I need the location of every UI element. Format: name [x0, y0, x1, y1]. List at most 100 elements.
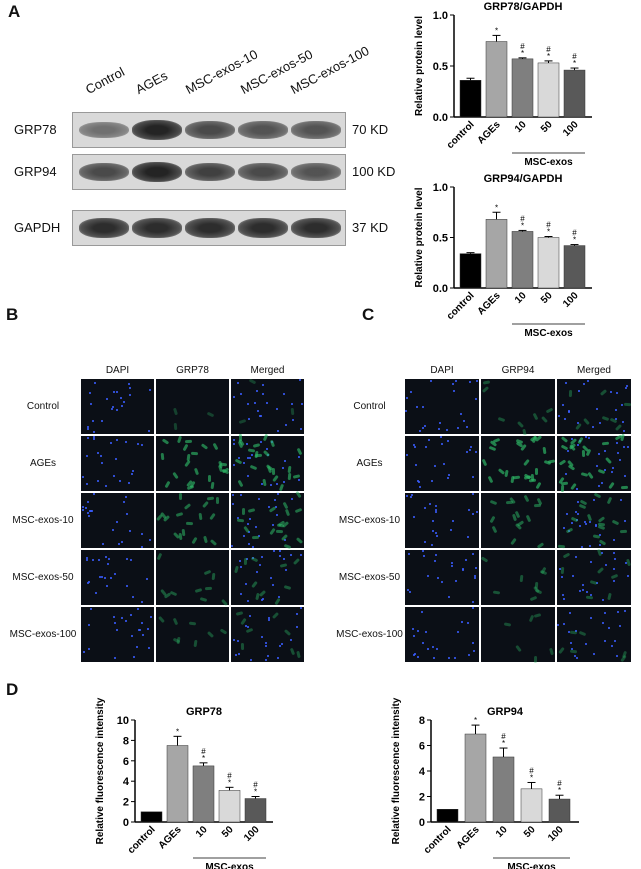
- blot-strip: [72, 154, 346, 190]
- y-tick-label: 0.5: [433, 61, 448, 73]
- bar: [485, 219, 508, 289]
- bar: [166, 745, 189, 823]
- x-tick-label: 100: [546, 824, 566, 844]
- significance-marker: *: [202, 754, 205, 763]
- micrograph: [80, 435, 155, 492]
- row-label: MSC-exos-50: [338, 571, 401, 583]
- micrograph: [155, 492, 230, 549]
- bar: [520, 788, 543, 823]
- significance-marker: #: [201, 747, 206, 756]
- protein-band: [79, 218, 129, 238]
- y-tick-label: 0.0: [433, 112, 448, 124]
- protein-band: [238, 163, 288, 181]
- protein-band: [185, 218, 235, 238]
- y-axis-label: Relative fluorescence intensity: [95, 697, 106, 844]
- significance-marker: *: [558, 786, 561, 795]
- significance-marker: #: [572, 52, 577, 61]
- panel-label-c: C: [362, 305, 375, 324]
- x-tick-label: 50: [220, 824, 236, 840]
- significance-marker: #: [520, 42, 525, 51]
- micrograph: [80, 378, 155, 435]
- panel-label-a: A: [8, 2, 21, 21]
- bar: [511, 231, 534, 289]
- bar: [548, 798, 571, 823]
- x-tick-label: control: [126, 824, 158, 856]
- significance-marker: *: [573, 59, 576, 68]
- x-tick-label: control: [445, 119, 477, 151]
- protein-band: [238, 218, 288, 238]
- y-tick-label: 4: [419, 766, 426, 778]
- bar: [244, 798, 267, 823]
- y-tick-label: 6: [123, 756, 129, 768]
- micrograph: [230, 378, 305, 435]
- y-axis-label: Relative protein level: [414, 16, 425, 116]
- micrograph: [155, 378, 230, 435]
- row-label: MSC-exos-10: [338, 514, 401, 526]
- y-tick-label: 1.0: [433, 10, 448, 22]
- molecular-weight-label: 37 KD: [352, 220, 389, 235]
- row-label: MSC-exos-100: [336, 628, 403, 640]
- x-tick-label: 100: [561, 290, 581, 310]
- y-tick-label: 8: [419, 715, 425, 727]
- micrograph: [230, 549, 305, 606]
- micrograph: [155, 606, 230, 663]
- protein-band: [291, 121, 341, 139]
- significance-marker: *: [521, 221, 524, 230]
- bar: [563, 69, 586, 118]
- bar: [218, 790, 241, 823]
- micrograph: [230, 490, 305, 549]
- column-header: GRP78: [176, 365, 209, 376]
- column-header: Merged: [577, 365, 611, 376]
- x-tick-label: 10: [513, 290, 529, 306]
- micrograph: [80, 606, 155, 663]
- bar: [563, 245, 586, 289]
- x-tick-label: 50: [522, 824, 538, 840]
- column-header: DAPI: [430, 365, 454, 376]
- x-tick-label: 10: [194, 824, 210, 840]
- y-tick-label: 0.5: [433, 233, 448, 245]
- group-label: MSC-exos: [507, 862, 556, 869]
- y-axis-label: Relative fluorescence intensity: [391, 697, 402, 844]
- bar: [436, 809, 459, 823]
- micrograph: [480, 606, 556, 664]
- group-label: MSC-exos: [205, 862, 254, 869]
- micrograph: [404, 606, 480, 663]
- bar: [537, 62, 560, 118]
- significance-marker: #: [572, 229, 577, 238]
- micrograph: [155, 549, 230, 607]
- group-label: MSC-exos: [524, 328, 573, 339]
- blot-strip: [72, 112, 346, 148]
- chart-title: GRP78/GAPDH: [484, 1, 563, 13]
- micrograph: [80, 492, 155, 549]
- protein-band: [185, 121, 235, 139]
- blot-row-label: GRP94: [14, 164, 57, 179]
- significance-marker: #: [546, 220, 551, 229]
- micrograph: [404, 435, 480, 492]
- x-tick-label: 10: [513, 119, 529, 135]
- significance-marker: #: [546, 45, 551, 54]
- column-header: Merged: [250, 365, 285, 376]
- y-axis-label: Relative protein level: [414, 187, 425, 287]
- y-tick-label: 0: [419, 817, 425, 829]
- blot-strip: [72, 210, 346, 246]
- significance-marker: #: [520, 214, 525, 223]
- bar: [140, 811, 163, 823]
- significance-marker: *: [502, 739, 505, 748]
- y-tick-label: 10: [117, 715, 129, 727]
- micrograph: [556, 606, 632, 663]
- panel-label-d: D: [6, 680, 19, 699]
- micrograph: [404, 378, 480, 435]
- y-tick-label: 6: [419, 741, 425, 753]
- chart-title: GRP94: [487, 706, 524, 718]
- significance-marker: *: [573, 236, 576, 245]
- chart-title: GRP78: [186, 706, 222, 718]
- micrograph: [556, 378, 632, 435]
- y-tick-label: 0.0: [433, 283, 448, 295]
- significance-marker: #: [557, 779, 562, 788]
- y-tick-label: 4: [123, 776, 130, 788]
- y-tick-label: 1.0: [433, 182, 448, 194]
- row-label: MSC-exos-10: [12, 514, 74, 526]
- x-tick-label: AGEs: [476, 119, 503, 146]
